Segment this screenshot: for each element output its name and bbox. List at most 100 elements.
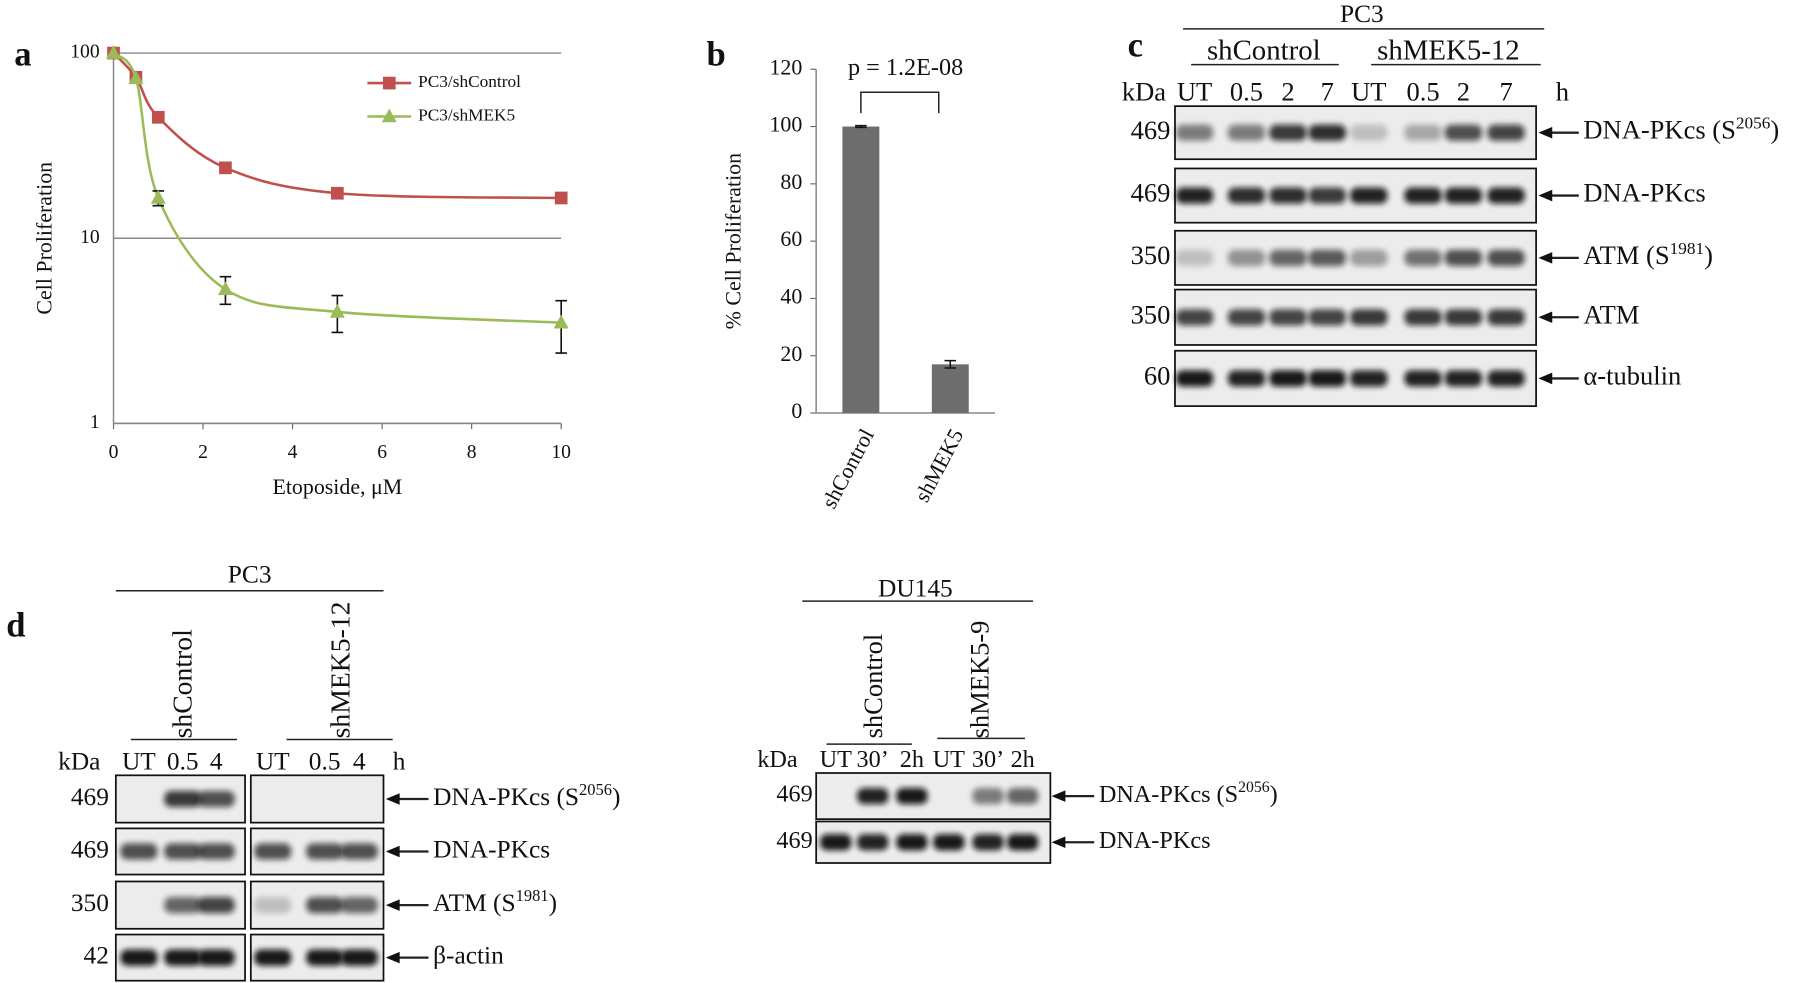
legend-marker (382, 76, 396, 90)
band (1269, 249, 1307, 266)
band (856, 834, 889, 851)
kda-value: 42 (84, 941, 109, 969)
band (340, 843, 378, 860)
lane-label: 2 (1281, 77, 1294, 107)
x-tick-label: 4 (288, 442, 298, 463)
marker (128, 70, 144, 85)
band (1350, 249, 1388, 266)
band (896, 788, 928, 805)
protein-label: DNA-PKcs (1583, 178, 1705, 208)
y-tick-label: 60 (780, 226, 802, 251)
band (1308, 249, 1346, 266)
band (164, 949, 202, 966)
band (1269, 370, 1307, 387)
band (164, 897, 202, 914)
band (120, 949, 158, 966)
group-label: shMEK5-12 (1377, 35, 1520, 67)
band (1269, 187, 1307, 204)
band (1269, 309, 1307, 326)
band (1404, 249, 1442, 266)
band (1006, 834, 1039, 851)
lane-label: 2h (900, 746, 924, 773)
lane-label: UT (256, 748, 290, 776)
band (254, 843, 292, 860)
y-tick-label: 100 (769, 112, 802, 137)
group-label: shMEK5-12 (324, 601, 355, 738)
band (933, 834, 965, 851)
band (1175, 309, 1214, 326)
band (1269, 124, 1307, 141)
kda-value: 469 (71, 783, 109, 811)
kda-value: 350 (1131, 299, 1171, 329)
band (1175, 370, 1214, 387)
marker (150, 189, 166, 204)
band (1350, 124, 1388, 141)
x-tick-label: shControl (816, 424, 879, 512)
band (1227, 370, 1266, 387)
lane-label: 2 (1457, 77, 1470, 107)
band (197, 790, 235, 808)
band (1227, 309, 1266, 326)
protein-label: DNA-PKcs (433, 835, 550, 863)
lane-label: 7 (1499, 77, 1512, 107)
protein-name: DNA-PKcs (1099, 827, 1211, 854)
lane-label: UT (122, 748, 156, 776)
band (1404, 370, 1442, 387)
arrow-head (1051, 836, 1066, 849)
label-suffix: ) (1770, 115, 1779, 145)
x-tick-label: 2 (198, 442, 208, 463)
arrow-head (1538, 126, 1553, 139)
lane-label: 4 (210, 748, 223, 776)
panel-letter: d (6, 607, 25, 645)
unit-label: h (393, 748, 406, 776)
kda-value: 469 (1131, 115, 1171, 145)
kda-value: 469 (1131, 178, 1171, 208)
protein-name: DNA-PKcs (S (1583, 115, 1735, 145)
band (972, 788, 1004, 805)
protein-label: ATM (S1981) (433, 886, 557, 917)
protein-name: ATM (S (1583, 240, 1669, 270)
blot-title: PC3 (1340, 0, 1384, 28)
lane-label: 7 (1321, 77, 1334, 107)
band (340, 949, 378, 966)
protein-label: ATM (1583, 299, 1639, 329)
band (1175, 249, 1214, 266)
lane-label: 0.5 (167, 748, 199, 776)
kda-value: 350 (71, 889, 109, 917)
y-tick-label: 40 (780, 283, 802, 308)
lane-label: 30’ (972, 746, 1004, 773)
superscript: 1981 (1670, 239, 1704, 258)
legend-label: PC3/shMEK5 (418, 105, 515, 124)
band (164, 790, 202, 808)
band (1227, 249, 1266, 266)
error-bar (855, 124, 867, 129)
x-tick-label: 0 (109, 442, 119, 463)
group-label: shControl (1207, 35, 1321, 67)
x-tick-label: 6 (377, 442, 387, 463)
arrow-head (385, 793, 400, 805)
band (896, 834, 928, 851)
band (1444, 370, 1483, 387)
kda-label: kDa (1122, 77, 1166, 107)
lane-label: UT (1177, 77, 1212, 107)
error-bar (944, 359, 957, 369)
arrow-head (1538, 311, 1553, 324)
x-tick-label: 10 (551, 442, 571, 463)
band (972, 834, 1004, 851)
y-tick-label: 120 (769, 54, 802, 79)
band (340, 897, 378, 914)
band (1006, 788, 1039, 805)
lane-label: 30’ (857, 746, 889, 773)
band (1308, 309, 1346, 326)
kda-value: 469 (71, 835, 109, 863)
y-tick-label: 100 (70, 42, 100, 63)
significance-bracket (860, 91, 940, 114)
marker (329, 303, 345, 318)
protein-label: DNA-PKcs (S2056) (433, 780, 620, 811)
unit-label: h (1556, 77, 1569, 107)
band (1487, 309, 1525, 326)
bar (842, 126, 880, 414)
protein-name: α-tubulin (1583, 361, 1681, 391)
lane-label: UT (820, 746, 852, 773)
